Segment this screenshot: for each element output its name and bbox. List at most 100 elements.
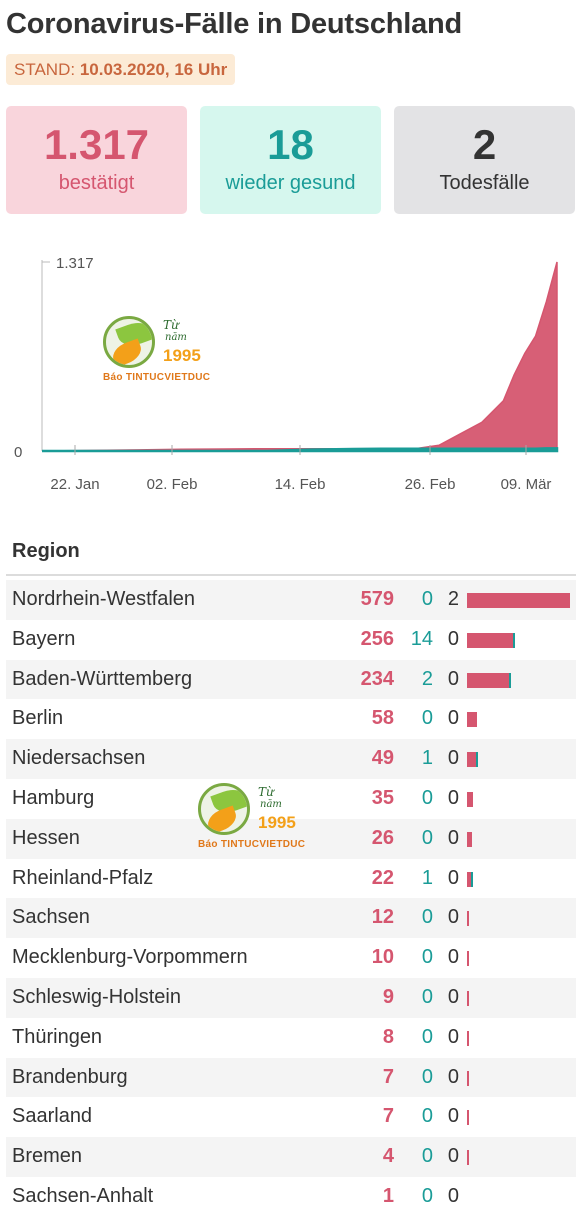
confirmed-bar bbox=[467, 752, 476, 768]
recovered-value: 0 bbox=[421, 1145, 433, 1168]
watermark-circle-icon bbox=[103, 316, 155, 368]
region-name: Sachsen bbox=[12, 906, 90, 929]
stand-badge: STAND: 10.03.2020, 16 Uhr bbox=[6, 54, 236, 85]
x-tick-label: 22. Jan bbox=[50, 476, 99, 493]
confirmed-value: 10 bbox=[371, 946, 394, 969]
table-row: Brandenburg 7 0 0 bbox=[6, 1057, 576, 1098]
deaths-value: 2 bbox=[447, 588, 459, 610]
recovered-bar bbox=[475, 752, 478, 768]
confirmed-bar bbox=[467, 871, 471, 887]
series-confirmed-area bbox=[41, 261, 558, 452]
x-tick-label: 02. Feb bbox=[147, 476, 198, 493]
recovered-label: wieder gesund bbox=[225, 172, 356, 194]
deaths-value: 0 bbox=[447, 1065, 459, 1088]
deaths-value: 0 bbox=[447, 946, 459, 969]
confirmed-bar bbox=[467, 1070, 469, 1086]
watermark-line2: năm bbox=[260, 799, 282, 810]
recovered-value: 1 bbox=[421, 866, 433, 889]
deaths-value: 0 bbox=[447, 1105, 459, 1128]
watermark-brand: Báo TINTUCVIETDUC bbox=[198, 839, 306, 850]
recovered-value: 0 bbox=[421, 707, 433, 730]
deaths-value: 0 bbox=[447, 826, 459, 849]
confirmed-bar bbox=[467, 712, 478, 728]
watermark-line2: năm bbox=[165, 332, 187, 343]
confirmed-count: 1.317 bbox=[43, 121, 150, 168]
watermark-line1: Từ bbox=[258, 785, 274, 799]
confirmed-value: 4 bbox=[382, 1145, 394, 1168]
confirmed-bar bbox=[467, 990, 469, 1006]
deaths-value: 0 bbox=[447, 786, 459, 809]
table-row: Bayern 256 14 0 bbox=[6, 620, 576, 660]
watermark-year: 1995 bbox=[163, 346, 201, 365]
x-tick-label: 14. Feb bbox=[275, 476, 326, 493]
recovered-value: 0 bbox=[421, 588, 433, 610]
table-row: Niedersachsen 49 1 0 bbox=[6, 739, 576, 779]
recovered-value: 0 bbox=[421, 985, 433, 1008]
region-name: Nordrhein-Westfalen bbox=[12, 588, 196, 610]
deaths-value: 0 bbox=[447, 985, 459, 1008]
watermark-circle-icon bbox=[198, 783, 250, 835]
table-row: Thüringen 8 0 0 bbox=[6, 1018, 576, 1058]
table-row: Bremen 4 0 0 bbox=[6, 1137, 576, 1177]
region-name: Schleswig-Holstein bbox=[12, 985, 181, 1008]
recovered-value: 0 bbox=[421, 1184, 433, 1207]
region-name: Bayern bbox=[12, 627, 76, 650]
region-name: Mecklenburg-Vorpommern bbox=[12, 946, 248, 969]
table-row: Nordrhein-Westfalen 579 0 2 bbox=[6, 580, 576, 620]
watermark-brand: Báo TINTUCVIETDUC bbox=[103, 372, 211, 383]
deaths-value: 0 bbox=[447, 667, 459, 690]
y-tick-label: 1.317 bbox=[56, 255, 94, 272]
recovered-value: 0 bbox=[421, 1025, 433, 1048]
confirmed-bar bbox=[467, 593, 570, 608]
stand-value: 10.03.2020, 16 Uhr bbox=[79, 60, 228, 79]
recovered-value: 14 bbox=[410, 627, 433, 650]
table-row: Baden-Württemberg 234 2 0 bbox=[6, 659, 576, 700]
table-row: Berlin 58 0 0 bbox=[6, 699, 576, 739]
deaths-label: Todesfälle bbox=[439, 172, 530, 194]
confirmed-value: 234 bbox=[360, 667, 394, 690]
watermark-year: 1995 bbox=[258, 813, 296, 832]
deaths-value: 0 bbox=[447, 747, 459, 770]
recovered-value: 0 bbox=[421, 786, 433, 809]
confirmed-value: 7 bbox=[382, 1105, 394, 1128]
confirmed-label: bestätigt bbox=[58, 172, 135, 194]
confirmed-value: 12 bbox=[371, 906, 394, 929]
region-name: Saarland bbox=[12, 1105, 93, 1128]
region-column-header: Region bbox=[12, 540, 80, 562]
confirmed-bar bbox=[467, 911, 470, 927]
x-tick-label: 09. Mär bbox=[501, 476, 552, 493]
confirmed-bar bbox=[467, 791, 474, 807]
table-row: Hamburg 35 0 0 bbox=[6, 779, 576, 819]
cases-area-chart: 0 1.317 22. Jan 02. Feb 14. Feb 26. Feb 09. Mä… bbox=[14, 255, 559, 493]
deaths-value: 0 bbox=[447, 1184, 459, 1207]
confirmed-card: 1.317 bestätigt bbox=[6, 106, 187, 214]
recovered-value: 0 bbox=[421, 906, 433, 929]
table-row: Saarland 7 0 0 bbox=[6, 1097, 576, 1137]
confirmed-value: 1 bbox=[382, 1184, 394, 1207]
x-tick-label: 26. Feb bbox=[405, 476, 456, 493]
recovered-card: 18 wieder gesund bbox=[200, 106, 381, 214]
deaths-value: 0 bbox=[447, 707, 459, 730]
confirmed-bar bbox=[467, 1110, 469, 1126]
confirmed-value: 256 bbox=[360, 627, 394, 650]
deaths-value: 0 bbox=[447, 627, 459, 650]
region-name: Brandenburg bbox=[12, 1065, 128, 1088]
header-divider bbox=[6, 574, 576, 576]
confirmed-bar bbox=[467, 831, 472, 847]
deaths-value: 0 bbox=[447, 1145, 459, 1168]
confirmed-bar bbox=[467, 1150, 469, 1166]
deaths-value: 0 bbox=[447, 1025, 459, 1048]
table-row: Hessen 26 0 0 bbox=[6, 818, 576, 859]
confirmed-bar bbox=[467, 1030, 469, 1046]
recovered-value: 2 bbox=[421, 667, 433, 690]
region-name: Berlin bbox=[12, 707, 64, 730]
table-row: Rheinland-Pfalz 22 1 0 bbox=[6, 859, 576, 899]
region-name: Bremen bbox=[12, 1145, 83, 1168]
confirmed-value: 579 bbox=[360, 588, 394, 610]
recovered-value: 1 bbox=[421, 747, 433, 770]
deaths-value: 0 bbox=[447, 906, 459, 929]
confirmed-value: 22 bbox=[371, 866, 394, 889]
region-name: Hessen bbox=[12, 826, 80, 849]
region-name: Thüringen bbox=[12, 1025, 103, 1048]
recovered-value: 0 bbox=[421, 826, 433, 849]
